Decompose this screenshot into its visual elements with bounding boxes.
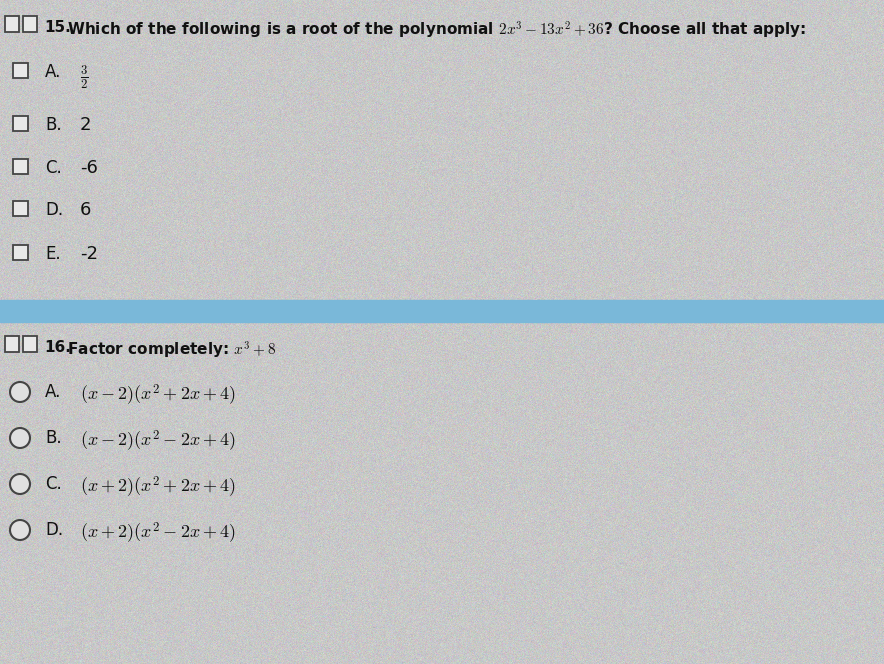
Circle shape — [10, 474, 30, 494]
Text: C.: C. — [45, 475, 62, 493]
Text: $(x + 2)(x^2 - 2x + 4)$: $(x + 2)(x^2 - 2x + 4)$ — [80, 521, 236, 546]
Text: 6: 6 — [80, 201, 91, 219]
Text: D.: D. — [45, 201, 63, 219]
Bar — [23, 336, 37, 352]
Text: A.: A. — [45, 383, 61, 401]
Bar — [12, 201, 27, 216]
Bar — [23, 16, 37, 32]
Text: E.: E. — [45, 245, 61, 263]
Text: Factor completely: $x^3 + 8$: Factor completely: $x^3 + 8$ — [62, 340, 276, 361]
Text: $(x - 2)(x^2 + 2x + 4)$: $(x - 2)(x^2 + 2x + 4)$ — [80, 383, 236, 408]
Text: -2: -2 — [80, 245, 98, 263]
Text: B.: B. — [45, 116, 62, 134]
Bar — [12, 62, 27, 78]
Bar — [12, 244, 27, 260]
Bar — [5, 336, 19, 352]
Text: D.: D. — [45, 521, 63, 539]
Text: $\frac{3}{2}$: $\frac{3}{2}$ — [80, 63, 88, 91]
Text: 2: 2 — [80, 116, 92, 134]
Text: C.: C. — [45, 159, 62, 177]
Text: -6: -6 — [80, 159, 98, 177]
Text: $(x - 2)(x^2 - 2x + 4)$: $(x - 2)(x^2 - 2x + 4)$ — [80, 429, 236, 454]
Text: B.: B. — [45, 429, 62, 447]
Text: 15.: 15. — [44, 20, 71, 35]
Text: $(x + 2)(x^2 + 2x + 4)$: $(x + 2)(x^2 + 2x + 4)$ — [80, 475, 236, 500]
Circle shape — [10, 382, 30, 402]
Bar — [5, 16, 19, 32]
Bar — [0, 300, 884, 322]
Circle shape — [10, 428, 30, 448]
Text: Which of the following is a root of the polynomial $2x^3 - 13x^2 + 36$? Choose a: Which of the following is a root of the … — [62, 20, 806, 41]
Bar — [12, 116, 27, 131]
Text: A.: A. — [45, 63, 61, 81]
Circle shape — [10, 520, 30, 540]
Bar — [12, 159, 27, 173]
Text: 16.: 16. — [44, 340, 71, 355]
